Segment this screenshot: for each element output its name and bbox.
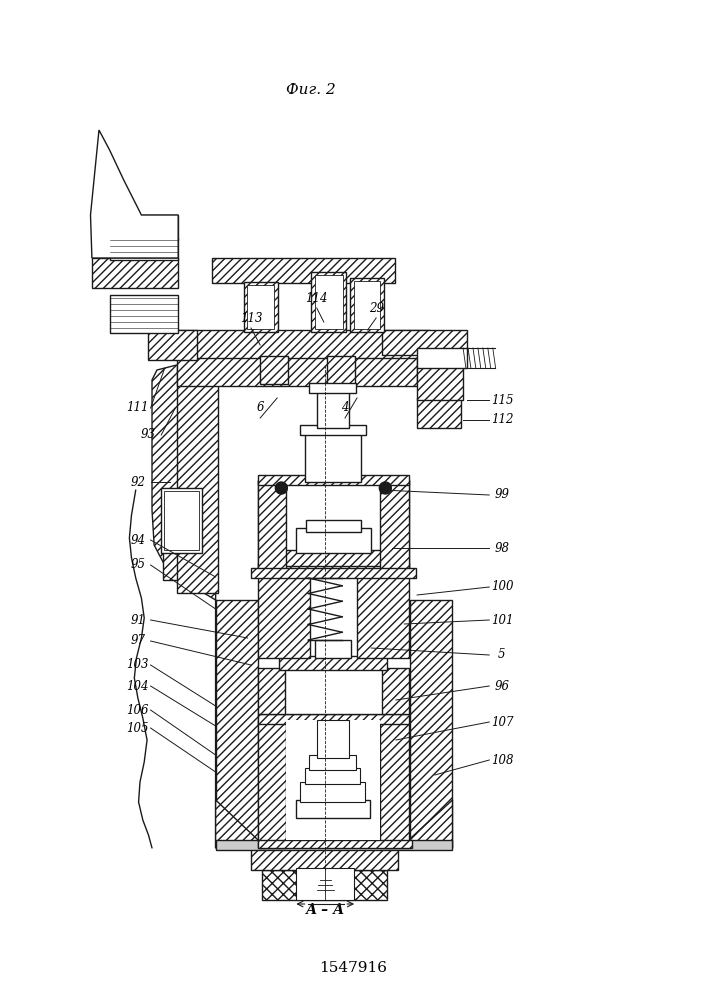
Bar bbox=[216, 600, 258, 848]
Polygon shape bbox=[152, 365, 216, 848]
Bar bbox=[417, 365, 463, 400]
Bar bbox=[296, 800, 370, 818]
Text: 92: 92 bbox=[130, 476, 146, 488]
Text: 114: 114 bbox=[305, 292, 328, 304]
Text: 112: 112 bbox=[491, 413, 513, 426]
Bar bbox=[350, 278, 384, 332]
Bar bbox=[283, 668, 384, 714]
Text: 29: 29 bbox=[368, 302, 384, 314]
Polygon shape bbox=[398, 800, 452, 848]
Bar bbox=[300, 782, 365, 802]
Bar bbox=[382, 330, 467, 355]
Bar bbox=[251, 568, 416, 578]
Bar bbox=[260, 356, 288, 384]
Bar bbox=[417, 398, 461, 428]
Bar bbox=[110, 215, 178, 240]
Bar bbox=[309, 755, 356, 770]
Text: 98: 98 bbox=[494, 542, 510, 554]
Bar bbox=[380, 720, 409, 848]
Bar bbox=[163, 490, 216, 580]
Bar bbox=[110, 295, 178, 333]
Bar bbox=[177, 356, 417, 386]
Bar bbox=[417, 348, 467, 368]
Text: 108: 108 bbox=[491, 754, 513, 766]
Bar bbox=[244, 282, 278, 332]
Bar bbox=[327, 356, 355, 384]
Text: 101: 101 bbox=[491, 613, 513, 626]
Text: 5: 5 bbox=[498, 648, 506, 662]
Circle shape bbox=[380, 482, 391, 494]
Bar bbox=[380, 480, 409, 570]
Bar bbox=[258, 714, 409, 724]
Bar bbox=[354, 281, 380, 329]
Text: 97: 97 bbox=[130, 635, 146, 648]
Bar bbox=[258, 720, 286, 848]
Bar bbox=[305, 768, 360, 784]
Bar bbox=[311, 272, 346, 332]
Bar bbox=[315, 275, 343, 329]
Bar bbox=[309, 383, 356, 393]
Text: А – А: А – А bbox=[305, 903, 345, 917]
Bar bbox=[148, 330, 197, 360]
Bar bbox=[279, 656, 387, 670]
Bar bbox=[258, 480, 409, 570]
Bar bbox=[177, 365, 218, 593]
Bar bbox=[216, 840, 452, 850]
Bar bbox=[315, 640, 351, 658]
Bar bbox=[247, 285, 274, 329]
Text: 94: 94 bbox=[130, 534, 146, 546]
Polygon shape bbox=[216, 800, 258, 848]
Polygon shape bbox=[90, 130, 178, 258]
Text: 96: 96 bbox=[494, 680, 510, 693]
Bar bbox=[258, 568, 310, 658]
Bar bbox=[258, 668, 285, 714]
Bar bbox=[357, 568, 409, 658]
Bar bbox=[258, 475, 409, 485]
Bar bbox=[272, 550, 395, 566]
Text: 105: 105 bbox=[127, 722, 149, 734]
Bar bbox=[92, 258, 178, 288]
Bar bbox=[258, 563, 409, 573]
Text: 1547916: 1547916 bbox=[320, 961, 387, 975]
Bar bbox=[296, 528, 371, 553]
Text: 95: 95 bbox=[130, 558, 146, 571]
Bar bbox=[382, 668, 409, 714]
Bar bbox=[258, 480, 286, 570]
Text: 106: 106 bbox=[127, 704, 149, 716]
Bar bbox=[306, 520, 361, 532]
Bar bbox=[305, 430, 361, 482]
Bar bbox=[177, 330, 430, 358]
Text: 113: 113 bbox=[240, 312, 262, 325]
Text: 6: 6 bbox=[257, 401, 264, 414]
Bar bbox=[317, 390, 349, 428]
Text: 111: 111 bbox=[127, 401, 149, 414]
Bar bbox=[110, 238, 178, 260]
Bar bbox=[300, 425, 366, 435]
Bar bbox=[296, 868, 354, 900]
Text: 99: 99 bbox=[494, 488, 510, 502]
Text: 91: 91 bbox=[130, 613, 146, 626]
Text: 104: 104 bbox=[127, 680, 149, 693]
Text: 93: 93 bbox=[141, 428, 156, 442]
Text: 4: 4 bbox=[341, 401, 349, 414]
Bar bbox=[410, 600, 452, 848]
Text: 107: 107 bbox=[491, 716, 513, 728]
Text: Фиг. 2: Фиг. 2 bbox=[286, 83, 336, 97]
Text: 115: 115 bbox=[491, 393, 513, 406]
Bar bbox=[258, 840, 412, 848]
Text: 103: 103 bbox=[127, 659, 149, 672]
Text: 100: 100 bbox=[491, 580, 513, 593]
Bar bbox=[164, 491, 199, 550]
Bar bbox=[262, 870, 387, 900]
Circle shape bbox=[276, 482, 287, 494]
Bar bbox=[286, 720, 380, 840]
Bar bbox=[317, 720, 349, 758]
Bar bbox=[161, 488, 202, 553]
Bar bbox=[251, 848, 398, 870]
Bar bbox=[212, 258, 395, 283]
